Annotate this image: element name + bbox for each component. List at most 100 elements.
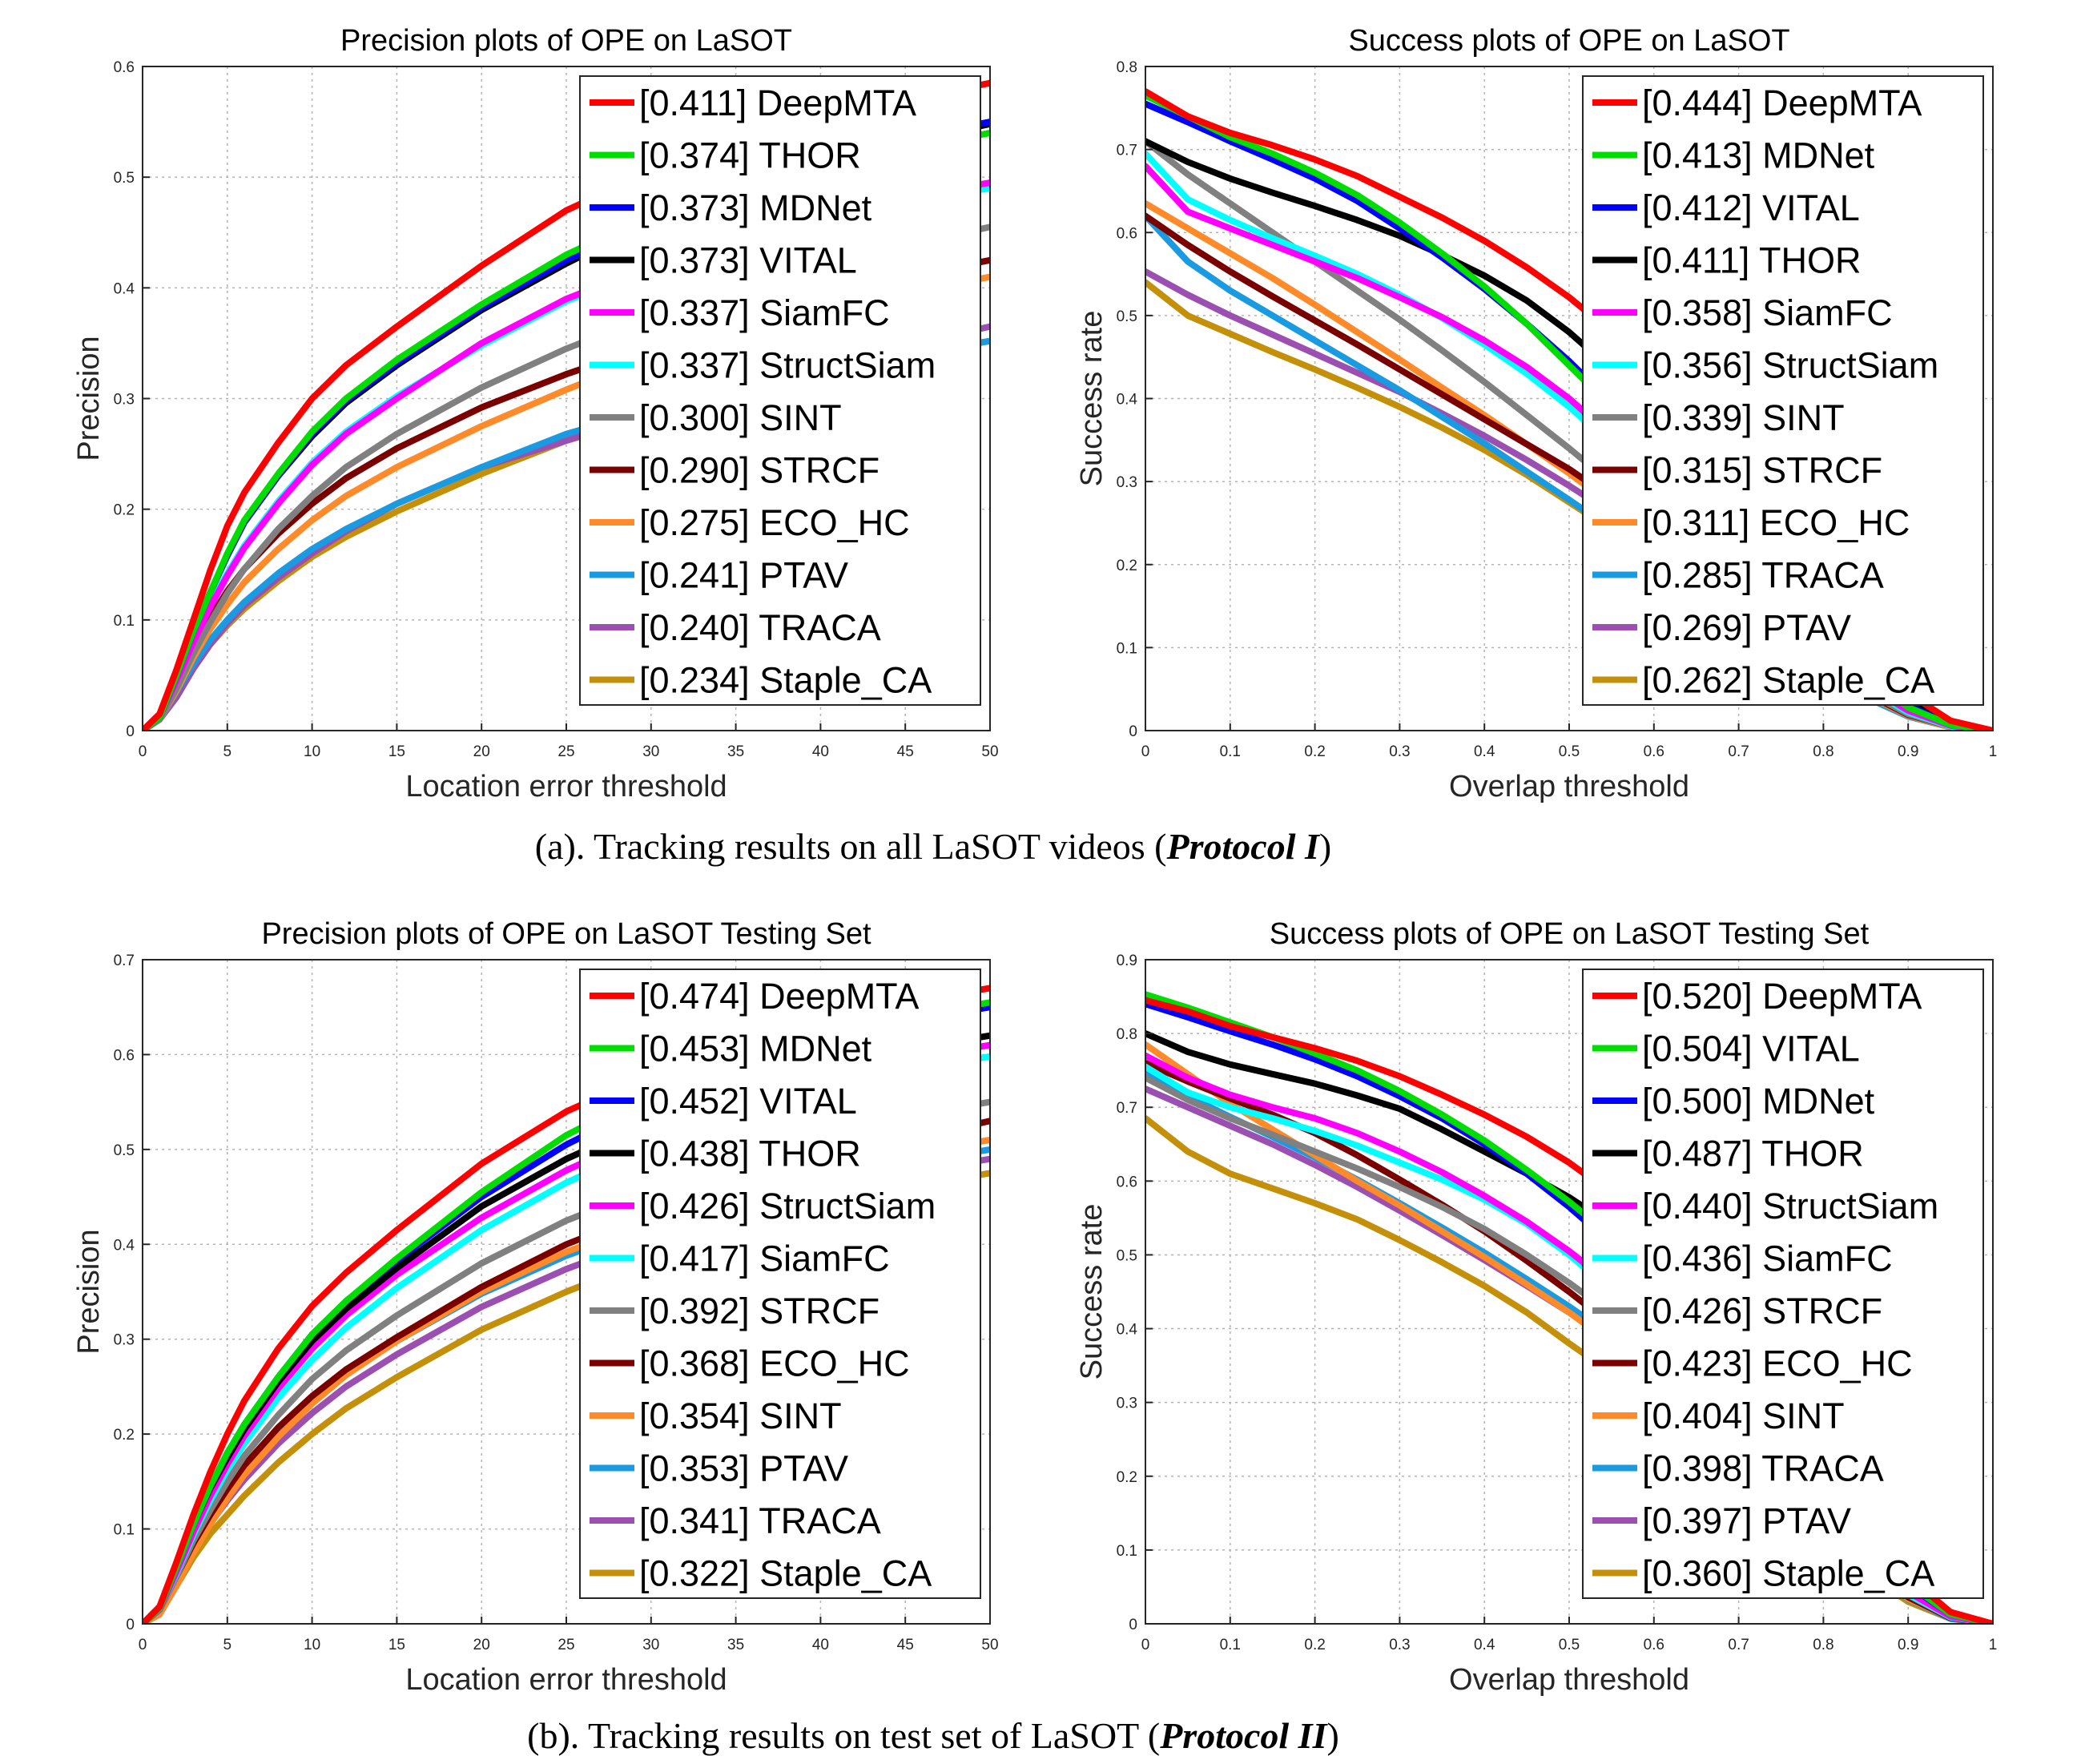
x-tick-label: 0.4 — [1474, 743, 1495, 760]
x-tick-label: 25 — [557, 743, 574, 760]
y-tick-label: 0.3 — [1117, 1395, 1137, 1412]
legend-label: [0.440] StructSiam — [1642, 1186, 1938, 1226]
x-tick-label: 50 — [981, 743, 998, 760]
chart-succ-test: 0 0.1 0.2 0.3 0.4 0.5 0.6 0.7 0.8 0.9 1 0 0.1 0.2 0.3 0… — [1075, 917, 1997, 1697]
y-tick-label: 0.5 — [1117, 308, 1137, 325]
caption-a-suffix: ) — [1318, 826, 1332, 867]
legend-label: [0.322] Staple_CA — [639, 1553, 932, 1594]
y-tick-label: 0 — [1129, 723, 1137, 740]
legend-label: [0.262] Staple_CA — [1642, 660, 1934, 701]
legend-label: [0.373] VITAL — [639, 240, 857, 281]
y-tick-label: 0.9 — [1117, 952, 1137, 969]
legend-label: [0.438] THOR — [639, 1134, 861, 1174]
x-tick-label: 20 — [473, 743, 490, 760]
x-tick-label: 0.9 — [1898, 1637, 1918, 1653]
legend-box — [579, 75, 981, 706]
x-tick-label: 30 — [642, 1637, 659, 1653]
legend-label: [0.417] SiamFC — [639, 1238, 890, 1279]
y-tick-label: 0 — [126, 723, 135, 740]
y-tick-label: 0.6 — [1117, 1174, 1137, 1190]
y-tick-label: 0.3 — [114, 392, 135, 409]
x-tick-label: 0.1 — [1220, 1637, 1241, 1653]
y-tick-label: 0.1 — [114, 1522, 135, 1539]
chart-title: Precision plots of OPE on LaSOT Testing … — [261, 917, 871, 951]
y-tick-label: 0.8 — [1117, 1026, 1137, 1043]
x-tick-label: 40 — [812, 1637, 829, 1653]
x-tick-label: 0 — [1141, 743, 1150, 760]
legend-label: [0.275] ECO_HC — [639, 502, 910, 543]
chart-title: Precision plots of OPE on LaSOT — [340, 24, 792, 58]
legend-label: [0.300] SINT — [639, 397, 842, 438]
x-tick-label: 0.8 — [1813, 1637, 1833, 1653]
legend-label: [0.426] StructSiam — [639, 1186, 936, 1226]
legend-label: [0.413] MDNet — [1642, 135, 1875, 176]
legend-label: [0.411] THOR — [1642, 240, 1861, 281]
x-tick-label: 35 — [727, 1637, 744, 1653]
y-tick-label: 0.4 — [1117, 392, 1138, 409]
legend-label: [0.392] STRCF — [639, 1291, 879, 1331]
x-tick-label: 0.3 — [1389, 743, 1410, 760]
y-tick-label: 0.4 — [1117, 1322, 1138, 1339]
legend-label: [0.290] STRCF — [639, 450, 879, 491]
legend-label: [0.353] PTAV — [639, 1448, 848, 1489]
x-tick-label: 15 — [388, 743, 405, 760]
y-tick-label: 0.1 — [114, 613, 135, 630]
legend-label: [0.240] TRACA — [639, 607, 881, 648]
y-axis-label: Success rate — [1075, 311, 1109, 487]
x-tick-label: 20 — [473, 1637, 490, 1653]
legend-label: [0.354] SINT — [639, 1395, 842, 1436]
x-tick-label: 0 — [139, 1637, 147, 1653]
x-tick-label: 45 — [897, 743, 914, 760]
legend-label: [0.337] StructSiam — [639, 345, 936, 386]
legend-label: [0.234] Staple_CA — [639, 660, 932, 701]
y-tick-label: 0.6 — [114, 59, 135, 76]
y-tick-label: 0.7 — [1117, 1100, 1137, 1117]
x-tick-label: 0.5 — [1559, 1637, 1580, 1653]
chart-succ-all: 0 0.1 0.2 0.3 0.4 0.5 0.6 0.7 0.8 0.9 1 0 0.1 0.2 0.3 0… — [1075, 24, 1997, 803]
y-tick-label: 0.5 — [114, 1142, 135, 1159]
x-axis-label: Overlap threshold — [1449, 770, 1689, 803]
x-tick-label: 0.6 — [1644, 743, 1664, 760]
y-tick-label: 0.1 — [1117, 640, 1137, 657]
legend: [0.444] DeepMTA [0.413] MDNet [0.412] VITA… — [1582, 75, 1984, 706]
legend-label: [0.436] SiamFC — [1642, 1238, 1893, 1279]
x-tick-label: 0.9 — [1898, 743, 1918, 760]
legend-label: [0.311] ECO_HC — [1642, 502, 1910, 543]
y-tick-label: 0.2 — [1117, 558, 1137, 574]
y-tick-label: 0 — [126, 1617, 135, 1633]
x-tick-label: 0.2 — [1304, 1637, 1325, 1653]
y-axis-label: Success rate — [1075, 1204, 1109, 1380]
caption-b: (b). Tracking results on test set of LaS… — [0, 1714, 1866, 1757]
x-axis-label: Overlap threshold — [1449, 1663, 1689, 1697]
legend-label: [0.397] PTAV — [1642, 1500, 1851, 1541]
legend-label: [0.444] DeepMTA — [1642, 83, 1922, 123]
caption-a-prefix: (a). Tracking results on all LaSOT video… — [534, 826, 1167, 867]
y-tick-label: 0.6 — [114, 1047, 135, 1064]
x-tick-label: 10 — [304, 1637, 320, 1653]
caption-b-prefix: (b). Tracking results on test set of LaS… — [527, 1715, 1161, 1756]
legend-box — [579, 969, 981, 1599]
x-tick-label: 1 — [1989, 1637, 1998, 1653]
y-axis-label: Precision — [72, 336, 106, 461]
x-tick-label: 25 — [557, 1637, 574, 1653]
x-tick-label: 45 — [897, 1637, 914, 1653]
legend-label: [0.474] DeepMTA — [639, 976, 919, 1017]
x-axis-label: Location error threshold — [405, 770, 727, 803]
legend-label: [0.426] STRCF — [1642, 1291, 1882, 1331]
y-tick-label: 0.5 — [114, 170, 135, 187]
x-tick-label: 5 — [223, 743, 232, 760]
legend: [0.520] DeepMTA [0.504] VITAL [0.500] MDNe… — [1582, 969, 1984, 1599]
y-tick-label: 0.2 — [1117, 1469, 1137, 1486]
legend-label: [0.315] STRCF — [1642, 450, 1882, 491]
x-tick-label: 30 — [642, 743, 659, 760]
x-tick-label: 0.7 — [1728, 743, 1749, 760]
y-tick-label: 0.3 — [114, 1332, 135, 1349]
x-tick-label: 15 — [388, 1637, 405, 1653]
legend-label: [0.452] VITAL — [639, 1081, 857, 1122]
y-tick-label: 0.6 — [1117, 225, 1137, 242]
caption-a-emphasis: Protocol I — [1166, 826, 1319, 867]
legend-label: [0.285] TRACA — [1642, 555, 1884, 596]
chart-title: Success plots of OPE on LaSOT — [1348, 24, 1789, 58]
chart-prec-test: 0 5 10 15 20 25 30 35 40 45 50 0 0.1 0.2 0.3 0.4 0.5 0.6 0… — [72, 917, 999, 1697]
legend-label: [0.374] THOR — [639, 135, 861, 176]
